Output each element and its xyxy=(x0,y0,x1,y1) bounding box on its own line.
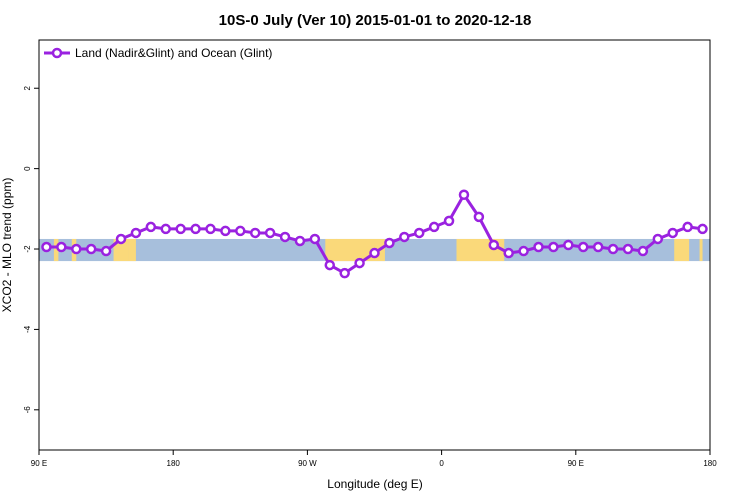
land-segment xyxy=(113,238,129,262)
x-tick-label: 90 E xyxy=(568,459,584,468)
data-point xyxy=(667,227,678,239)
land-segment xyxy=(674,238,690,262)
data-point xyxy=(458,189,470,201)
x-tick-label: 180 xyxy=(167,459,181,468)
legend-label: Land (Nadir&Glint) and Ocean (Glint) xyxy=(75,46,272,60)
y-tick-label: 2 xyxy=(23,85,32,90)
y-axis-label: XCO2 - MLO trend (ppm) xyxy=(0,178,14,313)
data-point xyxy=(607,243,619,255)
chart-title: 10S-0 July (Ver 10) 2015-01-01 to 2020-1… xyxy=(219,12,532,29)
data-point xyxy=(175,223,186,235)
data-point xyxy=(473,211,485,223)
land-segment xyxy=(699,238,703,262)
legend: Land (Nadir&Glint) and Ocean (Glint) xyxy=(44,46,272,60)
data-point xyxy=(249,227,261,239)
data-point xyxy=(622,243,634,255)
data-point xyxy=(697,223,708,235)
x-tick-label: 90 W xyxy=(298,459,317,468)
data-point xyxy=(369,247,380,259)
data-point xyxy=(399,231,410,243)
x-tick-label: 0 xyxy=(439,459,444,468)
land-segment xyxy=(325,238,338,262)
data-point xyxy=(264,227,276,239)
data-point xyxy=(205,223,216,235)
data-point xyxy=(85,243,97,255)
data-point xyxy=(309,233,321,245)
y-tick-label: 0 xyxy=(23,166,32,171)
axis-ticks: 90 E 180 90 W 0 90 E 180 2 0 -2 -4 -6 xyxy=(23,85,717,468)
data-point xyxy=(294,235,306,247)
data-point xyxy=(384,237,395,249)
data-point xyxy=(413,227,425,239)
land-segment xyxy=(53,238,59,262)
data-point xyxy=(578,241,589,253)
data-point xyxy=(56,241,67,253)
data-point xyxy=(220,225,231,237)
y-tick-label: -4 xyxy=(23,325,32,333)
series-line xyxy=(46,193,703,275)
data-point xyxy=(339,267,350,279)
data-point xyxy=(160,223,171,235)
x-tick-label: 90 E xyxy=(31,459,47,468)
data-point xyxy=(563,239,574,251)
data-point xyxy=(324,259,336,271)
data-point xyxy=(548,241,559,253)
x-tick-label: 180 xyxy=(703,459,717,468)
data-point xyxy=(190,223,201,235)
data-point xyxy=(41,241,52,253)
y-tick-label: -2 xyxy=(23,245,32,253)
x-axis-label: Longitude (deg E) xyxy=(327,477,422,491)
plot-frame xyxy=(38,39,711,451)
data-point xyxy=(100,245,112,257)
legend-marker-swatch xyxy=(51,47,63,59)
data-point xyxy=(443,215,455,227)
data-point xyxy=(503,247,514,259)
data-point xyxy=(428,221,440,233)
data-point xyxy=(488,239,500,251)
data-point xyxy=(682,221,693,233)
data-point xyxy=(71,243,82,255)
data-point xyxy=(637,245,649,257)
series-layer xyxy=(41,189,708,279)
y-tick-label: -6 xyxy=(23,406,32,414)
data-point xyxy=(592,241,604,253)
data-point xyxy=(518,245,529,257)
data-point xyxy=(130,227,142,239)
data-point xyxy=(652,233,664,245)
data-point xyxy=(279,231,291,243)
data-point xyxy=(235,225,246,237)
land-segment xyxy=(128,238,136,262)
data-point xyxy=(533,241,544,253)
data-point xyxy=(115,233,127,245)
data-point xyxy=(354,257,365,269)
data-point xyxy=(145,221,157,233)
